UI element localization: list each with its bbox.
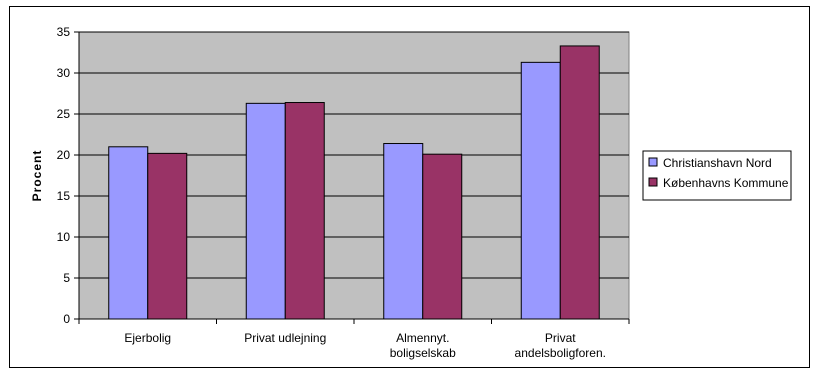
bar-christianshavn-nord [245,102,286,320]
legend [642,150,792,201]
y-axis-label: Procent [30,150,44,202]
legend-swatch [648,157,658,167]
bar-christianshavn-nord [383,143,424,320]
bar-christianshavn-nord [520,61,561,320]
bar-koebenhavns-kommune [559,45,600,320]
bar-koebenhavns-kommune [147,152,188,320]
bar-koebenhavns-kommune [422,153,463,320]
y-tick-label: 20 [57,148,71,162]
bar-christianshavn-nord [108,146,149,320]
y-tick-label: 0 [63,312,70,326]
y-tick-label: 5 [63,271,70,285]
legend-label: Københavns Kommune [663,176,789,190]
y-tick-label: 25 [57,107,71,121]
y-tick-label: 35 [57,25,71,39]
legend-swatch [648,177,658,187]
x-tick-label: andelsboligforen. [515,346,606,360]
bar-koebenhavns-kommune [284,102,325,320]
x-tick-label: Almennyt. [396,331,449,345]
x-tick-label: Ejerbolig [124,331,171,345]
y-tick-label: 15 [57,189,71,203]
y-tick-label: 10 [57,230,71,244]
x-tick-label: boligselskab [390,346,456,360]
y-tick-label: 30 [57,66,71,80]
x-tick-label: Privat [545,331,576,345]
legend-label: Christianshavn Nord [663,156,772,170]
x-tick-label: Privat udlejning [244,331,326,345]
